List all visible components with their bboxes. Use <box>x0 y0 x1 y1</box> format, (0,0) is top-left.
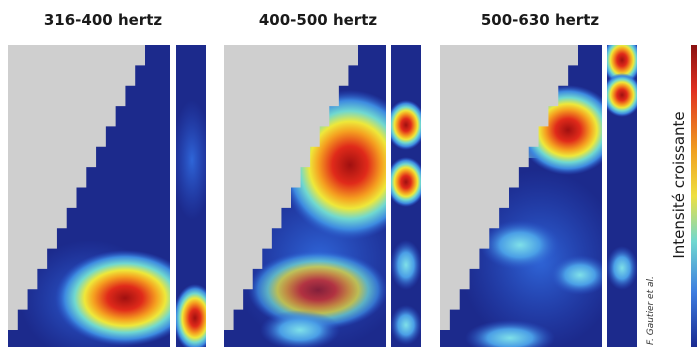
panel-title: 400-500 hertz <box>259 11 377 29</box>
figure: 316-400 hertz 400-500 hertz 500-630 hert… <box>0 0 697 350</box>
credit: F. Gautier et al. <box>646 276 656 345</box>
heatmap <box>8 45 195 350</box>
colorbar-label: Intensité croissante <box>670 111 688 258</box>
heatmap <box>224 45 420 350</box>
page: {"panels": [{"title": "316-400 hertz"}, … <box>0 0 697 350</box>
heatmap-strip <box>602 35 642 347</box>
heatmap <box>440 45 620 350</box>
colorbar <box>691 45 697 347</box>
panel-title: 500-630 hertz <box>481 11 599 29</box>
panel-title: 316-400 hertz <box>44 11 162 29</box>
heatmap-strip <box>386 45 426 347</box>
heatmap-strip <box>172 45 217 350</box>
